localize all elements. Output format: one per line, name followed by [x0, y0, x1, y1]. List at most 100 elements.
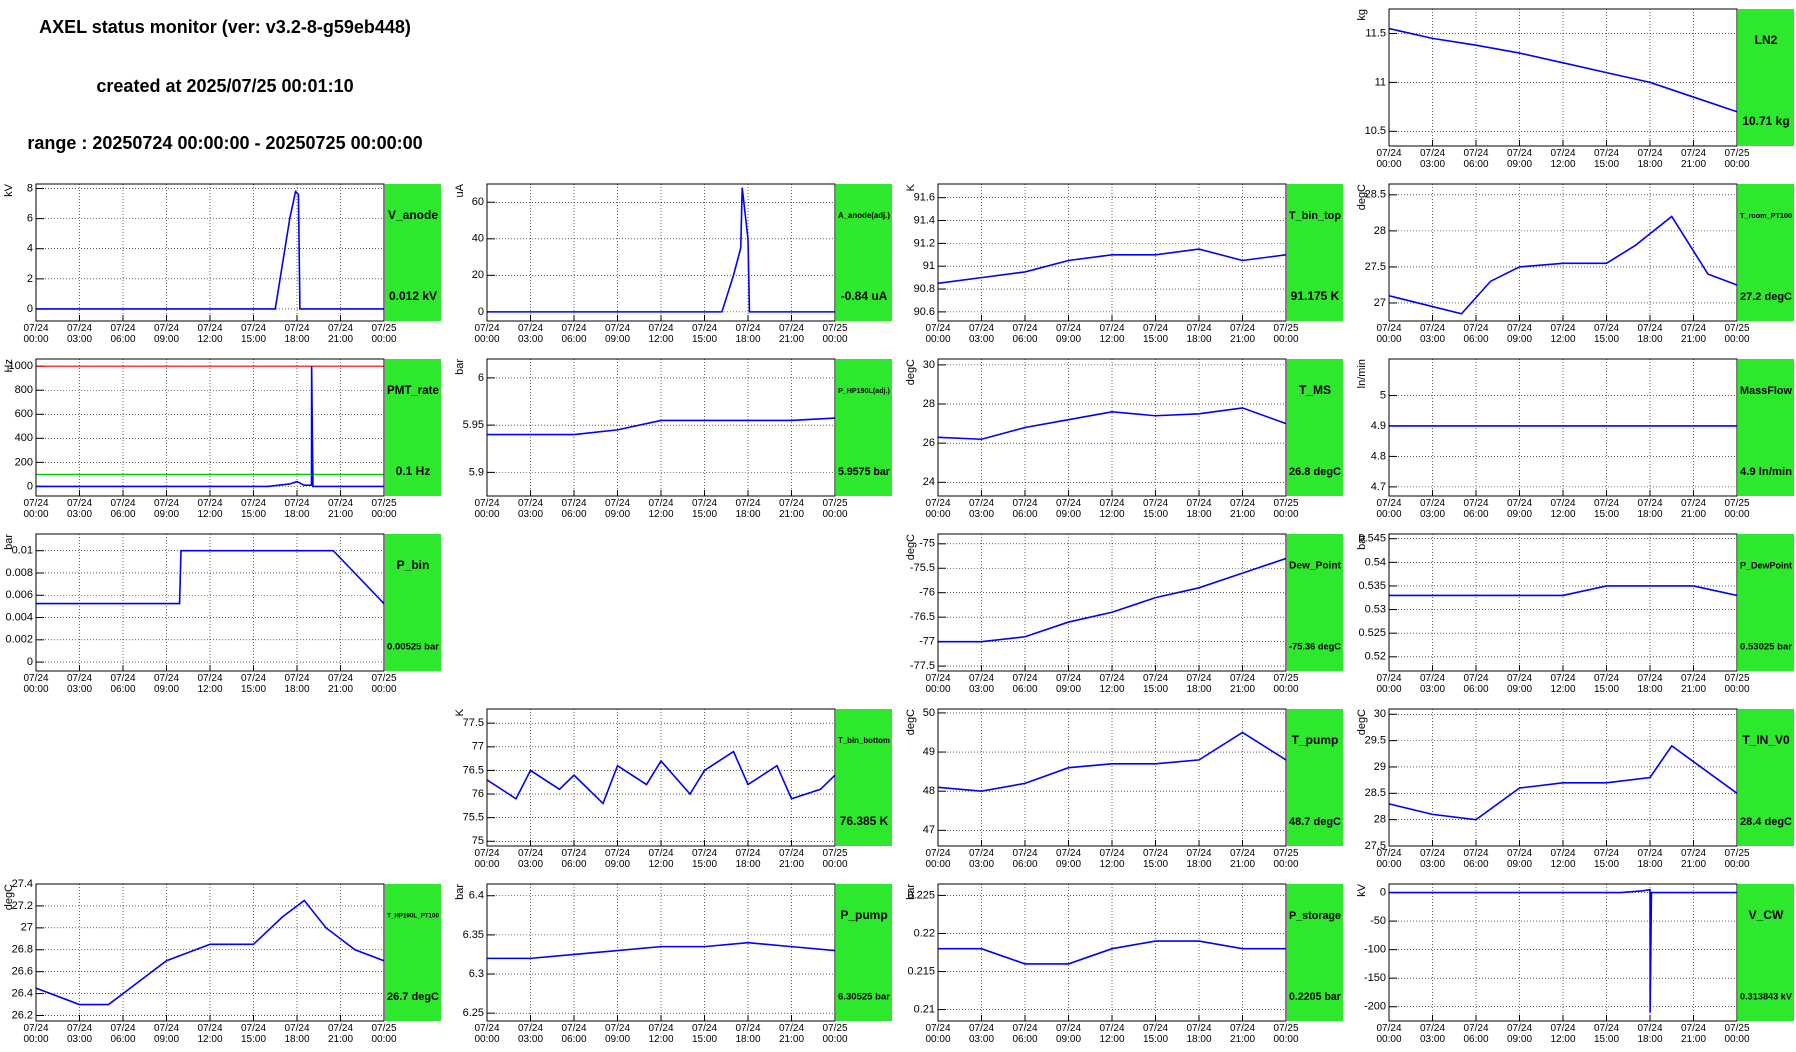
sensor-name: PMT_rate — [387, 385, 439, 397]
status-box — [1738, 359, 1794, 496]
x-tick-label: 07/24 00:00 — [925, 673, 951, 695]
status-box — [1287, 709, 1343, 846]
status-box — [385, 884, 441, 1021]
unit-label: uA — [454, 183, 466, 197]
x-tick-label: 07/24 00:00 — [23, 323, 49, 345]
y-tick-label: 28.5 — [1365, 189, 1386, 201]
y-tick-label: 28 — [923, 398, 935, 410]
y-tick-label: 11.5 — [1365, 27, 1386, 39]
plot-area — [487, 359, 835, 496]
current-value: 26.7 degC — [387, 991, 439, 1003]
x-tick-label: 07/24 03:00 — [968, 673, 995, 695]
current-value: 76.385 K — [840, 814, 889, 828]
x-tick-label: 07/24 09:00 — [153, 1023, 180, 1045]
x-tick-label: 07/24 12:00 — [648, 498, 674, 520]
y-tick-label: 91 — [923, 260, 935, 272]
y-tick-label: 600 — [15, 408, 33, 420]
data-line — [36, 189, 384, 310]
unit-label: kg — [1356, 9, 1368, 21]
x-tick-label: 07/25 00:00 — [822, 498, 848, 520]
x-tick-label: 07/24 15:00 — [1142, 1023, 1169, 1045]
status-box — [1738, 184, 1794, 321]
x-tick-label: 07/24 21:00 — [1680, 848, 1707, 870]
x-tick-label: 07/24 00:00 — [23, 498, 49, 520]
x-tick-label: 07/24 15:00 — [240, 673, 267, 695]
x-tick-label: 07/24 18:00 — [284, 323, 310, 345]
plot-area — [36, 534, 384, 671]
current-value: 0.313843 kV — [1740, 991, 1793, 1001]
x-tick-label: 07/24 06:00 — [1012, 848, 1038, 870]
current-value: 0.012 kV — [389, 289, 437, 303]
x-tick-label: 07/24 12:00 — [1550, 848, 1576, 870]
y-tick-label: 76 — [472, 788, 484, 800]
y-tick-label: 27.2 — [12, 900, 33, 912]
sensor-name: A_anode(adj.) — [838, 211, 890, 220]
x-tick-label: 07/24 09:00 — [1055, 498, 1082, 520]
plot-area — [487, 184, 835, 321]
x-tick-label: 07/24 12:00 — [1550, 323, 1576, 345]
current-value: 5.9575 bar — [838, 466, 890, 478]
x-tick-label: 07/24 12:00 — [1550, 1023, 1576, 1045]
x-tick-label: 07/24 09:00 — [153, 323, 180, 345]
sensor-name: P_pump — [840, 908, 887, 922]
status-box — [1287, 534, 1343, 671]
plot-frame — [35, 533, 385, 672]
unit-label: degC — [1356, 709, 1368, 735]
x-tick-label: 07/24 03:00 — [1419, 673, 1446, 695]
x-tick-label: 07/24 00:00 — [1376, 498, 1402, 520]
x-tick-label: 07/24 12:00 — [1550, 148, 1576, 170]
y-tick-label: 26.4 — [12, 988, 33, 1000]
unit-label: degC — [905, 359, 917, 385]
y-tick-label: 0 — [1380, 886, 1386, 898]
plot-frame — [1388, 708, 1738, 847]
x-tick-label: 07/24 15:00 — [1593, 673, 1620, 695]
unit-label: degC — [905, 709, 917, 735]
status-box — [836, 184, 892, 321]
x-tick-label: 07/25 00:00 — [371, 673, 397, 695]
x-tick-label: 07/24 00:00 — [1376, 148, 1402, 170]
y-tick-label: 50 — [923, 707, 935, 719]
plot-frame — [1388, 533, 1738, 672]
x-tick-label: 07/24 09:00 — [1506, 673, 1533, 695]
x-tick-label: 07/24 06:00 — [1012, 1023, 1038, 1045]
x-tick-label: 07/24 06:00 — [1463, 498, 1489, 520]
y-tick-label: 0 — [478, 306, 484, 318]
y-tick-label: 0.545 — [1358, 533, 1386, 545]
x-tick-label: 07/24 15:00 — [1593, 148, 1620, 170]
sensor-name: V_anode — [388, 208, 438, 222]
plot-frame — [486, 183, 836, 322]
current-value: 4.9 ln/min — [1740, 466, 1792, 478]
y-tick-label: 28 — [1374, 814, 1386, 826]
sensor-name: T_pump — [1292, 733, 1339, 747]
current-value: 0.1 Hz — [396, 464, 431, 478]
x-tick-label: 07/24 15:00 — [1593, 498, 1620, 520]
y-tick-label: -77.5 — [910, 660, 935, 672]
y-tick-label: 77.5 — [463, 717, 484, 729]
x-tick-label: 07/24 18:00 — [1186, 673, 1212, 695]
x-tick-label: 07/24 12:00 — [197, 673, 223, 695]
plot-frame — [937, 533, 1287, 672]
data-line — [1388, 215, 1738, 315]
status-box — [1738, 534, 1794, 671]
plot-area — [1389, 9, 1737, 146]
current-value: 0.53025 bar — [1740, 642, 1792, 653]
x-tick-label: 07/24 09:00 — [1506, 323, 1533, 345]
y-tick-label: 0.225 — [907, 889, 935, 901]
x-tick-label: 07/24 21:00 — [1229, 323, 1256, 345]
y-tick-label: 0.53 — [1365, 603, 1386, 615]
y-tick-label: 40 — [472, 233, 484, 245]
x-tick-label: 07/25 00:00 — [371, 1023, 397, 1045]
y-tick-label: 0 — [27, 480, 33, 492]
plot-frame — [486, 358, 836, 497]
x-tick-label: 07/24 00:00 — [925, 323, 951, 345]
y-tick-label: 29 — [1374, 761, 1386, 773]
x-tick-label: 07/24 00:00 — [474, 1023, 500, 1045]
x-tick-label: 07/24 06:00 — [561, 1023, 587, 1045]
x-tick-label: 07/24 18:00 — [284, 1023, 310, 1045]
sensor-name: P_HP190L(adj.) — [838, 387, 890, 395]
x-tick-label: 07/24 00:00 — [23, 673, 49, 695]
x-tick-label: 07/24 21:00 — [778, 1023, 805, 1045]
y-tick-label: 200 — [15, 456, 33, 468]
unit-label: bar — [1356, 534, 1368, 550]
x-tick-label: 07/24 21:00 — [1680, 498, 1707, 520]
